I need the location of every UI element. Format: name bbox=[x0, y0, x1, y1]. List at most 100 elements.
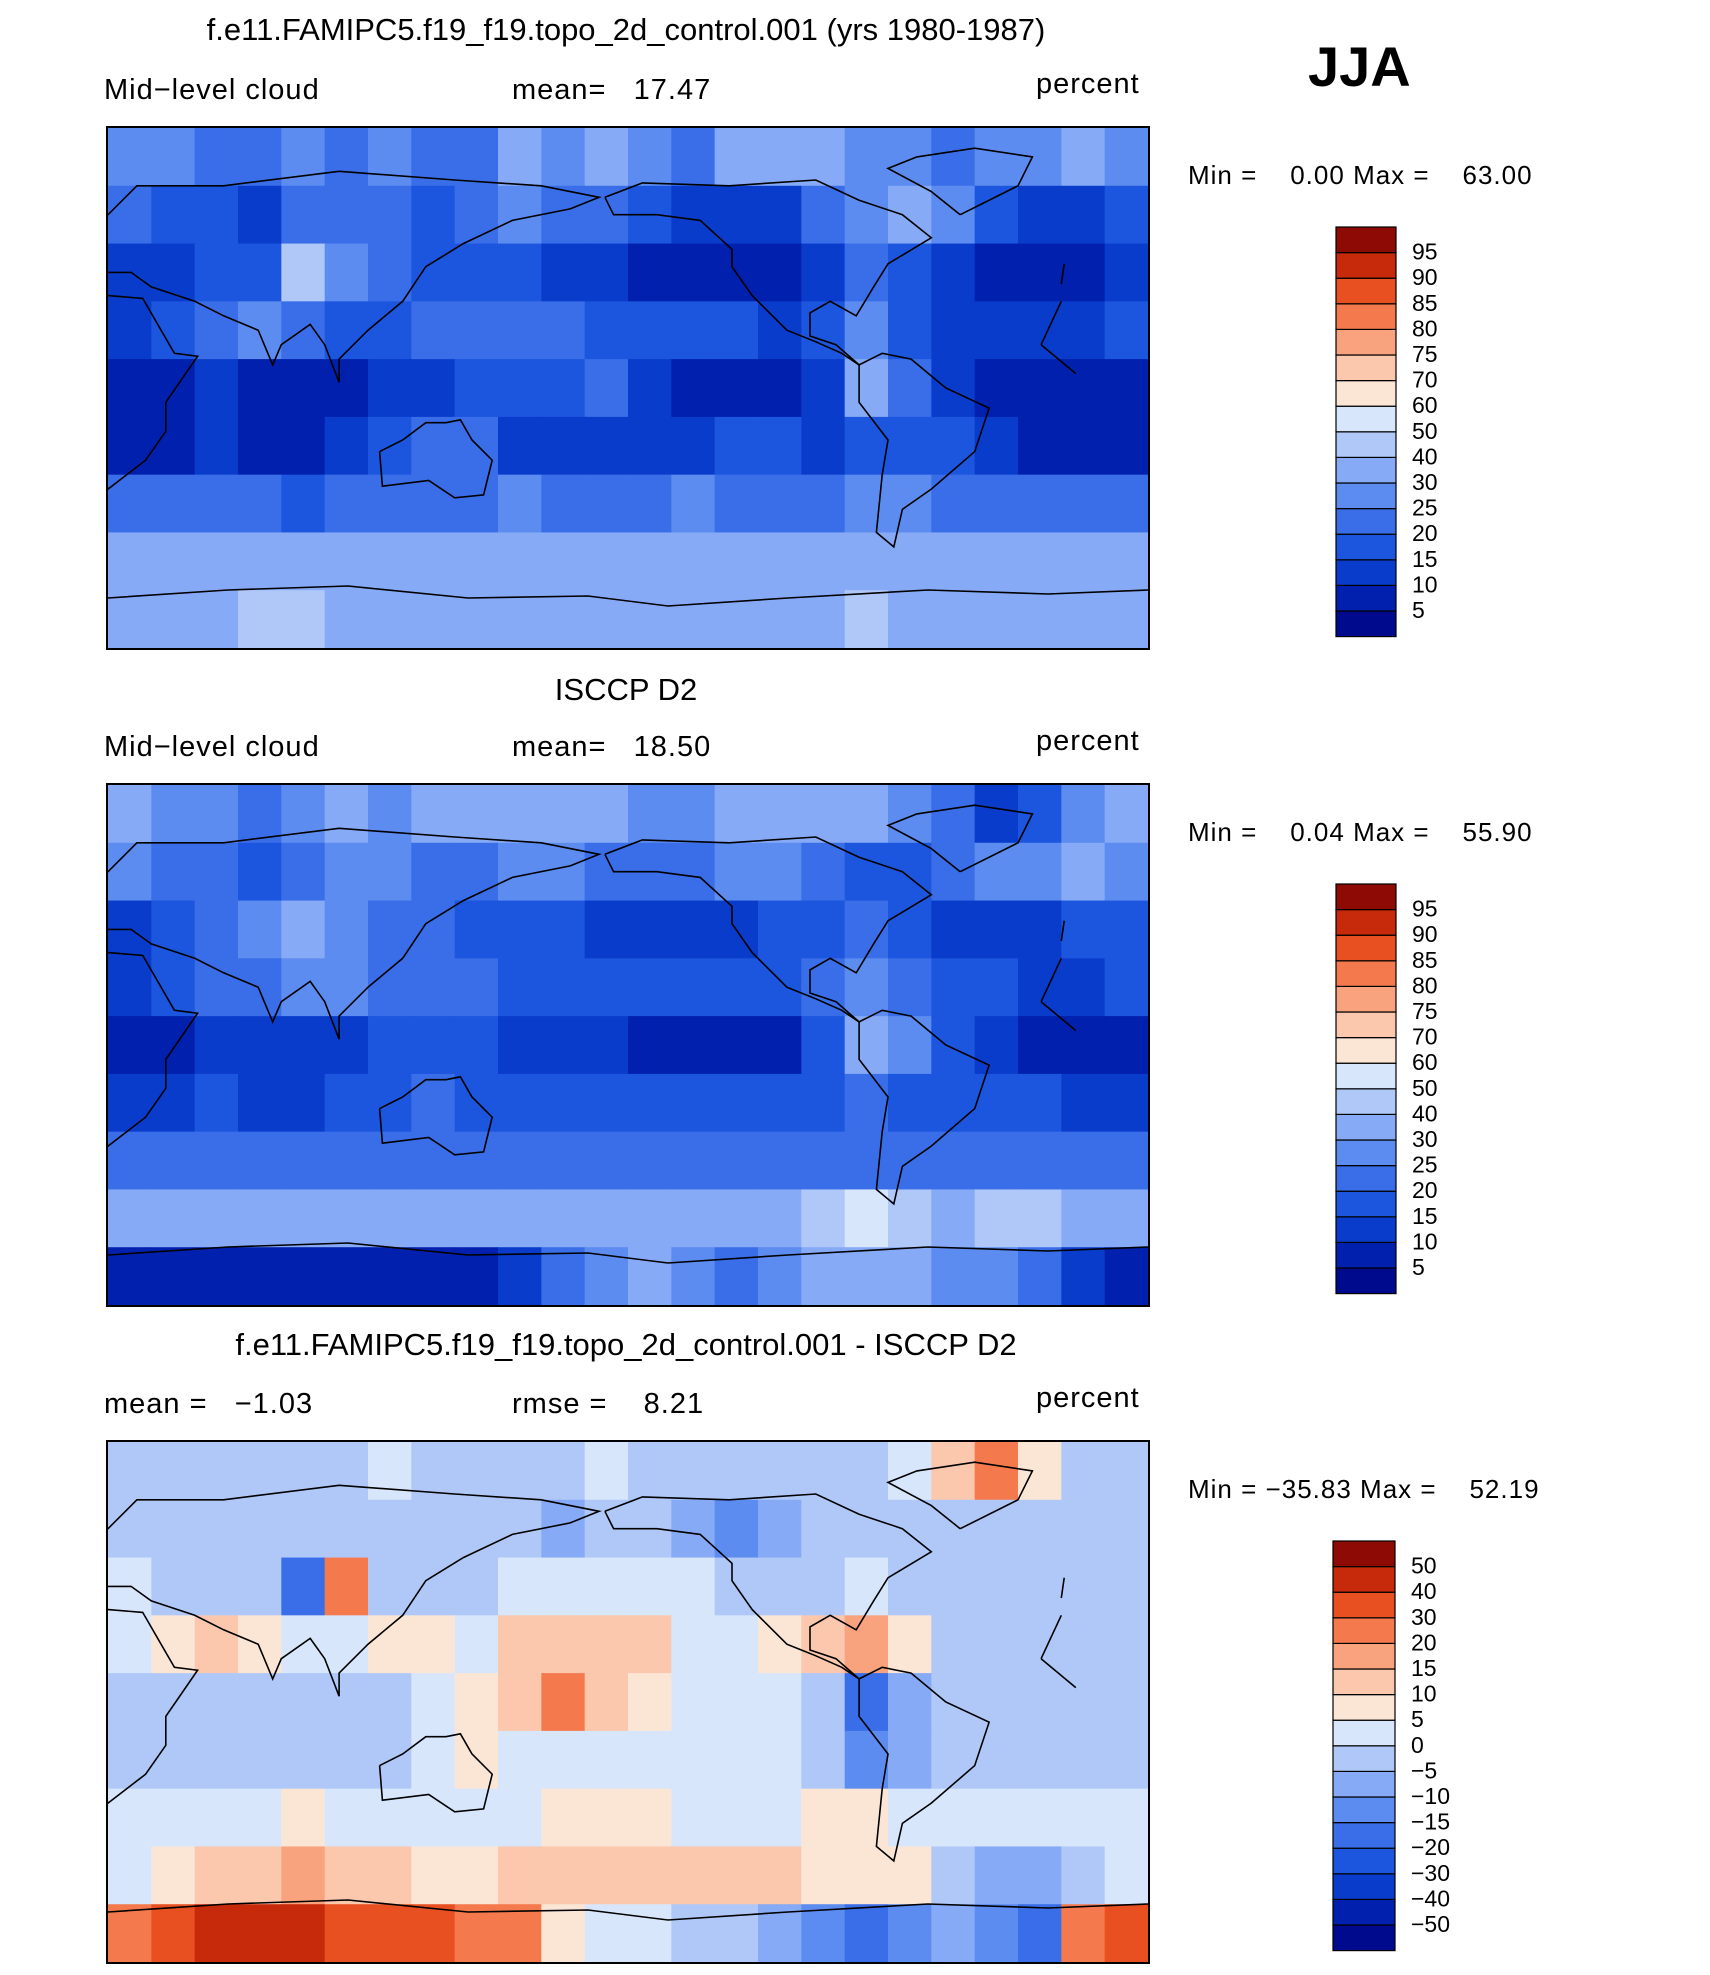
units-label-model: percent bbox=[1036, 68, 1140, 100]
field-cell bbox=[1104, 1442, 1148, 1501]
field-cell bbox=[498, 1673, 542, 1732]
field-cell bbox=[324, 416, 369, 476]
colorbar-diff: −50 −40 −30 −20 −15 −10 −5 0 5 10 15 20 30 40 50 bbox=[1332, 1540, 1493, 1953]
field-cell bbox=[844, 785, 889, 844]
field-cell bbox=[498, 842, 542, 902]
field-cell bbox=[671, 359, 716, 418]
field-cell bbox=[758, 359, 802, 418]
field-cell bbox=[714, 785, 759, 844]
field-cell bbox=[1061, 301, 1106, 360]
field-cell bbox=[1104, 1499, 1148, 1559]
field-cell bbox=[151, 416, 196, 476]
field-cell bbox=[974, 185, 1019, 245]
field-cell bbox=[628, 1904, 672, 1962]
field-cell bbox=[974, 785, 1019, 844]
field-cell bbox=[1061, 958, 1106, 1017]
field-cell bbox=[584, 1788, 629, 1848]
field-cell bbox=[888, 301, 932, 360]
field-cell bbox=[498, 1131, 542, 1191]
field-cell bbox=[584, 1073, 629, 1133]
field-cell bbox=[1104, 1247, 1148, 1305]
field-cell bbox=[758, 1615, 802, 1674]
field-cell bbox=[324, 1730, 369, 1790]
colorbar-box bbox=[1335, 277, 1397, 305]
field-cell bbox=[324, 900, 369, 959]
field-cell bbox=[541, 416, 586, 476]
field-cell bbox=[931, 958, 976, 1017]
field-cell bbox=[1104, 590, 1148, 648]
colorbar-tick-label: 50 bbox=[1411, 1553, 1437, 1579]
field-cell bbox=[1061, 1673, 1106, 1732]
field-cell bbox=[368, 1557, 412, 1616]
field-cell bbox=[541, 474, 586, 534]
field-cell bbox=[584, 1730, 629, 1790]
field-cell bbox=[758, 958, 802, 1017]
field-cell bbox=[801, 1189, 846, 1248]
field-cell bbox=[151, 1442, 196, 1501]
field-cell bbox=[194, 359, 239, 418]
field-cell bbox=[151, 1247, 196, 1305]
field-cell bbox=[714, 1904, 759, 1962]
field-cell bbox=[238, 1442, 282, 1501]
field-cell bbox=[238, 532, 282, 591]
field-cell bbox=[758, 243, 802, 302]
field-cell bbox=[801, 842, 846, 902]
field-cell bbox=[758, 1673, 802, 1732]
field-cell bbox=[844, 1016, 889, 1075]
field-cell bbox=[801, 1673, 846, 1732]
field-cell bbox=[324, 1846, 369, 1905]
field-cell bbox=[1018, 1557, 1062, 1616]
field-cell bbox=[498, 1788, 542, 1848]
field-cell bbox=[844, 1673, 889, 1732]
field-cell bbox=[281, 842, 326, 902]
field-cell bbox=[151, 1557, 196, 1616]
field-cell bbox=[368, 842, 412, 902]
colorbar-tick-label: −40 bbox=[1411, 1885, 1450, 1911]
field-cell bbox=[888, 1247, 932, 1305]
field-cell bbox=[801, 958, 846, 1017]
field-cell bbox=[498, 590, 542, 648]
field-cell bbox=[758, 1846, 802, 1905]
colorbar-box bbox=[1335, 380, 1397, 407]
field-cell bbox=[454, 1247, 499, 1305]
colorbar-box bbox=[1335, 1241, 1397, 1269]
field-cell bbox=[1018, 301, 1062, 360]
field-cell bbox=[238, 185, 282, 245]
field-cell bbox=[281, 1730, 326, 1790]
colorbar-tick-label: −30 bbox=[1411, 1860, 1450, 1886]
colorbar-tick-label: 30 bbox=[1411, 1604, 1437, 1630]
field-cell bbox=[714, 958, 759, 1017]
field-cell bbox=[498, 416, 542, 476]
field-cell bbox=[498, 958, 542, 1017]
field-cell bbox=[194, 185, 239, 245]
field-cell bbox=[1061, 1846, 1106, 1905]
field-cell bbox=[931, 842, 976, 902]
field-cell bbox=[844, 185, 889, 245]
field-cell bbox=[454, 1788, 499, 1848]
field-cell bbox=[628, 1673, 672, 1732]
field-cell bbox=[1061, 1615, 1106, 1674]
units-label-diff: percent bbox=[1036, 1382, 1140, 1414]
min-label: Min = bbox=[1188, 817, 1258, 847]
field-cell bbox=[974, 1247, 1019, 1305]
colorbar-box bbox=[1332, 1822, 1396, 1849]
colorbar-tick-label: −15 bbox=[1411, 1809, 1450, 1835]
field-cell bbox=[1061, 900, 1106, 959]
min-value: −35.83 bbox=[1265, 1474, 1352, 1504]
field-cell bbox=[844, 301, 889, 360]
field-cell bbox=[758, 900, 802, 959]
field-cell bbox=[324, 958, 369, 1017]
field-cell bbox=[714, 842, 759, 902]
field-cell bbox=[238, 1131, 282, 1191]
field-cell bbox=[1104, 1557, 1148, 1616]
field-cell bbox=[844, 128, 889, 187]
field-cell bbox=[1061, 1247, 1106, 1305]
field-cell bbox=[1061, 1442, 1106, 1501]
field-cell bbox=[541, 1615, 586, 1674]
field-cell bbox=[584, 532, 629, 591]
field-cell bbox=[888, 1442, 932, 1501]
coastline bbox=[1040, 344, 1077, 375]
field-cell bbox=[324, 785, 369, 844]
field-cell bbox=[931, 532, 976, 591]
coastline bbox=[1040, 957, 1063, 1003]
